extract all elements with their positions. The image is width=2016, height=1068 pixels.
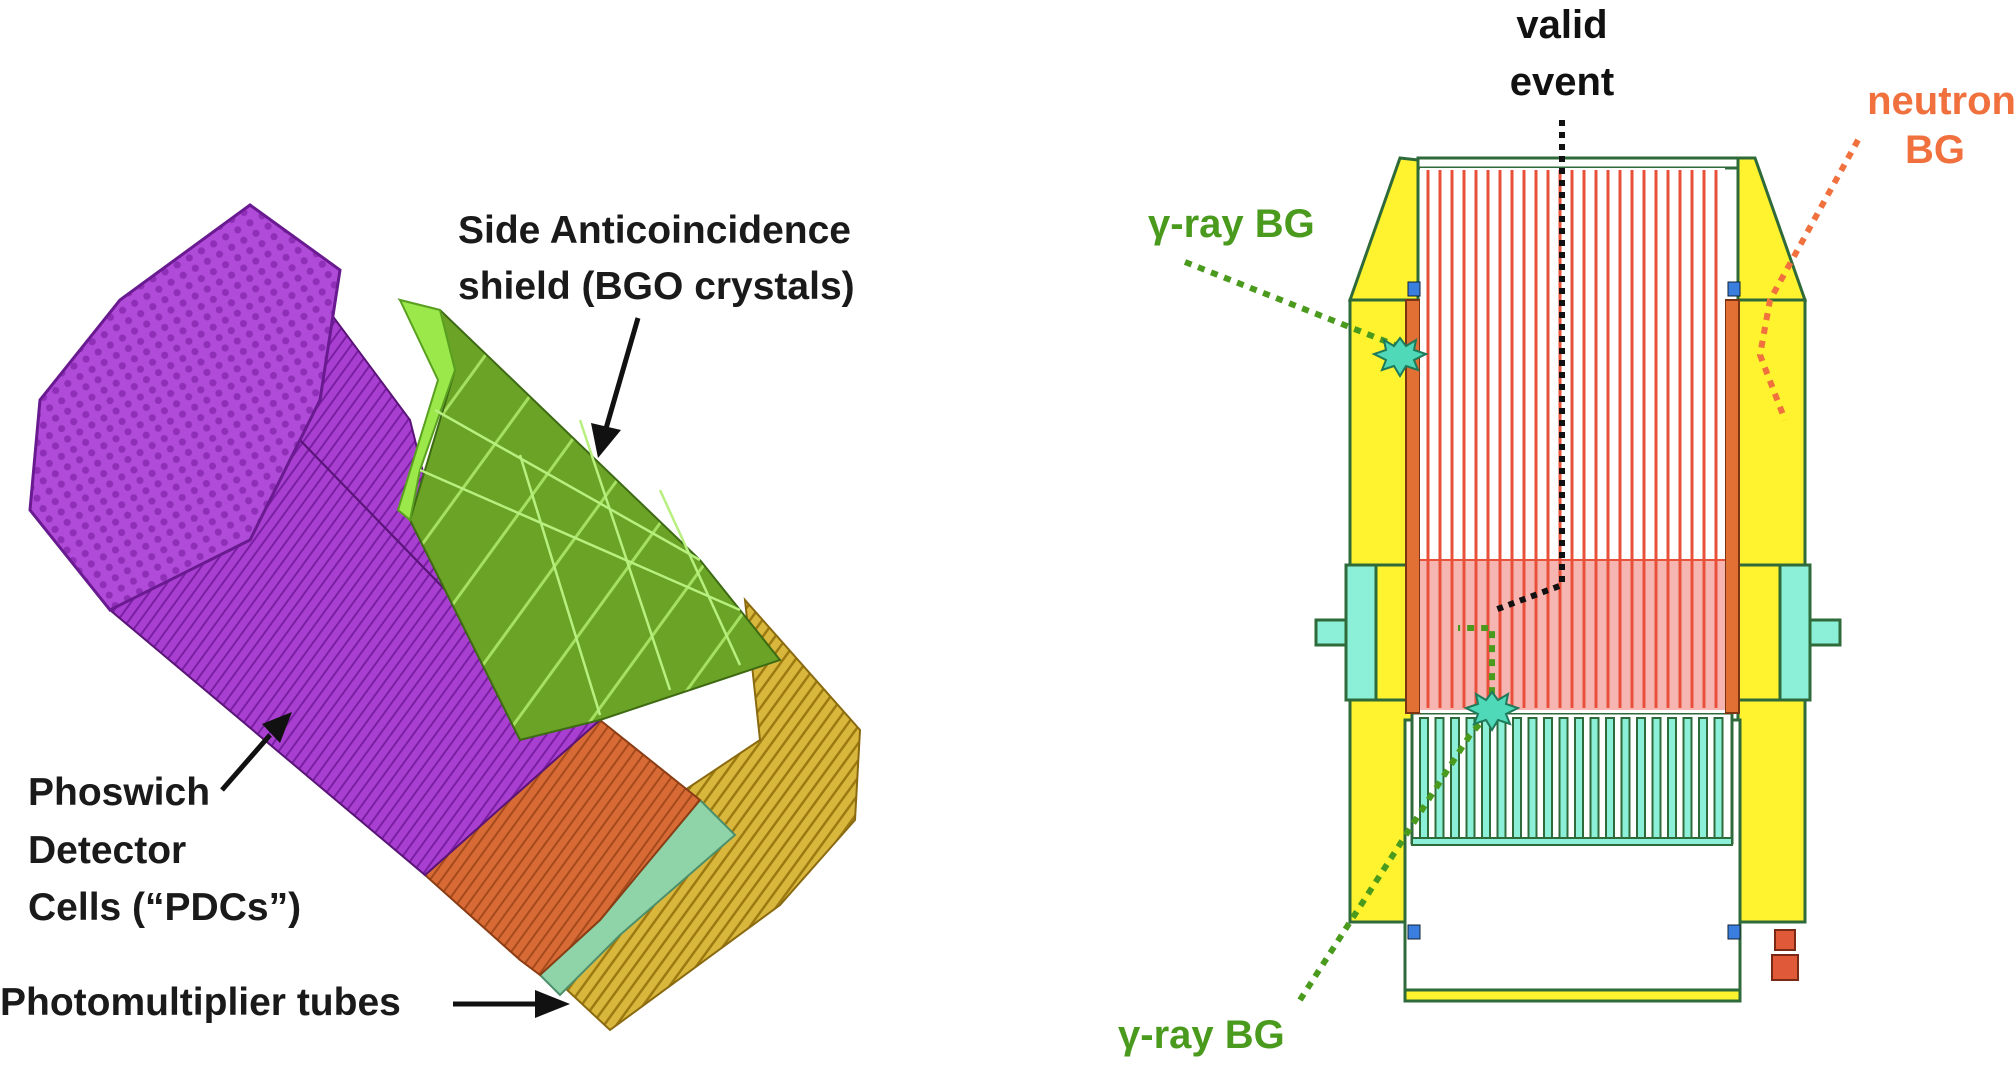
pmt-finger <box>1667 717 1677 839</box>
pmt-finger <box>1636 717 1646 839</box>
pmt-finger <box>1450 717 1460 839</box>
side-shield-arrowhead <box>591 423 621 458</box>
neutron-bg-track <box>1756 138 1861 422</box>
pmt-finger <box>1574 717 1584 839</box>
pdc-label-3: Cells (“PDCs”) <box>28 886 301 929</box>
pdc-label-2: Detector <box>28 829 186 872</box>
valid-event-label-2: event <box>1510 60 1615 104</box>
pmt-fingers <box>1419 717 1724 839</box>
pmt-finger <box>1527 717 1538 839</box>
detector-cross-section <box>1183 120 1861 1003</box>
gamma-label-top: γ-ray BG <box>1148 202 1315 246</box>
top-frame <box>1416 156 1740 170</box>
pmt-finger <box>1496 717 1507 839</box>
left-mount-tab <box>1314 618 1348 647</box>
gamma-top-track <box>1183 259 1397 348</box>
valid-event-label-1: valid <box>1516 3 1607 47</box>
pmt-finger <box>1419 717 1429 839</box>
pdc-label-1: Phoswich <box>28 771 210 814</box>
pmt-finger <box>1651 717 1662 839</box>
pmt-finger <box>1512 717 1522 839</box>
pmt-finger <box>1589 717 1600 839</box>
pdc-end-face <box>28 203 342 612</box>
pmt-label: Photomultiplier tubes <box>0 981 401 1024</box>
connector-red-top <box>1774 929 1796 951</box>
pmt-finger <box>1543 717 1553 839</box>
pmt-arrowhead <box>535 990 570 1018</box>
pmt-finger <box>1434 717 1445 839</box>
side-shield-arrow-shaft <box>602 317 641 433</box>
pmt-base-bar <box>1411 837 1733 846</box>
side-shield-label-2: shield (BGO crystals) <box>458 265 855 308</box>
right-shield-upper <box>1736 156 1808 302</box>
neutron-label-2: BG <box>1905 128 1965 172</box>
pmt-finger <box>1698 717 1708 839</box>
bgo-shield <box>397 298 782 742</box>
pdc-arrowhead <box>262 712 292 743</box>
clip-right-bottom <box>1727 924 1741 940</box>
right-mount <box>1778 563 1812 702</box>
neutron-label-1: neutron <box>1867 79 2016 123</box>
pmt-comb <box>1410 711 1734 845</box>
clip-left-bottom <box>1407 924 1421 940</box>
red-rods <box>1426 170 1718 708</box>
bgo-shield-light-edge <box>396 298 457 522</box>
pmt-finger <box>1713 717 1724 839</box>
pmt-finger <box>1682 717 1693 839</box>
right-mount-tab <box>1808 618 1842 647</box>
clip-right-top <box>1727 281 1741 297</box>
pdc-arrow-shaft <box>220 733 272 792</box>
bgo-segment-lines <box>419 408 742 716</box>
base-plate <box>1403 988 1742 1003</box>
pmt-finger <box>1481 717 1491 839</box>
connector-red-bottom <box>1771 954 1799 981</box>
side-shield-label-1: Side Anticoincidence <box>458 209 851 252</box>
gamma-label-bottom: γ-ray BG <box>1118 1013 1285 1057</box>
left-shield-upper <box>1347 156 1420 302</box>
pmt-finger <box>1558 717 1569 839</box>
interaction-burst-top <box>1371 336 1429 378</box>
interaction-burst-bottom <box>1463 690 1521 732</box>
detector-3d-model <box>28 203 862 1032</box>
left-mount <box>1344 563 1378 702</box>
pmt-finger <box>1605 717 1615 839</box>
pmt-finger <box>1620 717 1631 839</box>
clip-left-top <box>1407 281 1421 297</box>
right-orange-wall <box>1724 299 1740 714</box>
